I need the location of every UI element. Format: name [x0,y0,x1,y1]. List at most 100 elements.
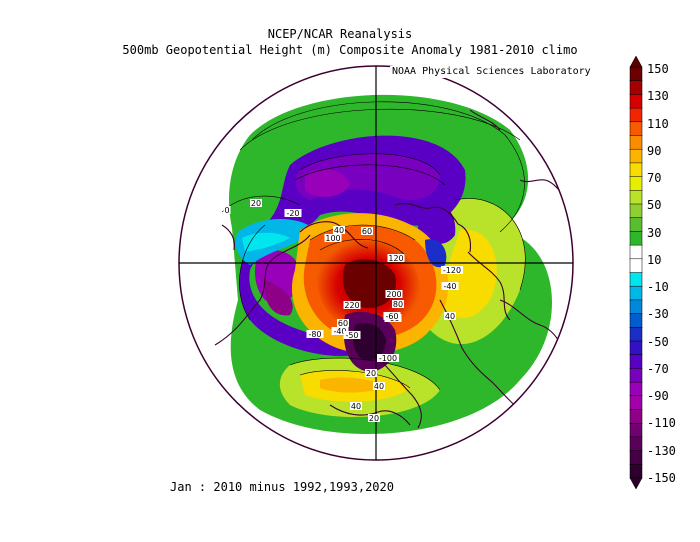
contour-value-label: -120 [443,266,461,275]
contour-value-label: -20 [286,209,299,218]
colorbar-tick-label: -30 [647,307,669,322]
contour-value-label: 120 [388,254,403,263]
colorbar-tick-label: 130 [647,89,669,104]
colorbar-swatch [629,162,643,178]
contour-value-label: 40 [374,382,384,391]
colorbar-tick-label: -10 [647,280,669,295]
colorbar-swatch [629,217,643,233]
colorbar-swatch [629,464,643,479]
contour-label-bg [361,227,373,235]
colorbar-swatch [629,450,643,466]
contour-label-bg [331,327,349,335]
contour-label-bg [365,369,377,377]
contour-label-bg [444,312,456,320]
colorbar-swatch [629,368,643,383]
colorbar-swatch [629,66,643,82]
colorbar-swatch [629,354,643,370]
contour-value-label: 220 [344,301,359,310]
contour-value-label: -80 [308,330,321,339]
colorbar-swatch [629,231,643,246]
contour-label-bg [343,301,361,309]
contour-value-label: 100 [325,234,340,243]
colorbar-tick-label: -50 [647,334,669,349]
contour-label-bg [284,209,302,217]
colorbar-swatch [629,436,643,452]
colorbar-max-arrow [629,55,643,68]
contour-label-bg [441,282,459,290]
contour-label-bg [337,319,349,327]
colorbar-swatch [629,313,643,329]
contour-value-label: 60 [338,319,348,328]
contour-label-bg [392,300,404,308]
colorbar-swatch [629,395,643,411]
contour-value-label: 40 [351,402,361,411]
contour-label-bg [377,354,399,362]
colorbar-swatch [629,272,643,287]
colorbar [629,55,643,490]
contour-value-label: 60 [362,227,372,236]
contour-label-bg [373,382,385,390]
colorbar-swatch [629,94,643,109]
contour-label-bg [223,206,231,214]
colorbar-tick-label: 30 [647,225,662,240]
shaded-anomaly-field [179,66,573,460]
colorbar-tick-label: 90 [647,143,662,158]
colorbar-tick-label: -110 [647,416,676,431]
contour-value-label: 20 [366,369,376,378]
credit-label: NOAA Physical Sciences Laboratory [390,66,593,78]
contour-labels: 200-204010060120-120-404020080220-60-806… [223,199,463,423]
colorbar-swatch [629,121,643,137]
colorbar-swatch [629,176,643,192]
colorbar-tick-label: 70 [647,171,662,186]
colorbar-tick-label: -130 [647,443,676,458]
colorbar-swatch [629,340,643,356]
colorbar-swatch [629,285,643,301]
contour-label-bg [385,290,403,298]
colorbar-min-arrow [629,477,643,490]
contour-value-label: 0 [224,206,229,215]
contour-label-bg [441,266,463,274]
chart-title: NCEP/NCAR Reanalysis [267,27,413,41]
colorbar-swatch [629,203,643,219]
contour-label-bg [368,414,380,422]
contour-label-bg [350,402,362,410]
colorbar-swatch [629,422,643,438]
colorbar-swatch [629,258,643,274]
contour-label-bg [343,331,361,339]
period-caption: Jan : 2010 minus 1992,1993,2020 [170,480,394,494]
contour-value-label: 20 [369,414,379,423]
contour-value-label: 80 [393,300,403,309]
contour-value-label: -50 [345,331,358,340]
colorbar-tick-label: -150 [647,471,676,485]
colorbar-tick-label: -70 [647,361,669,376]
contour-value-label: -40 [333,327,346,336]
colorbar-swatch [629,107,643,123]
contour-label-bg [250,199,262,207]
colorbar-tick-label: 150 [647,62,669,76]
contour-value-label: 40 [334,226,344,235]
contour-value-label: -100 [379,354,397,363]
colorbar-swatch [629,409,643,424]
contour-value-label: -60 [385,312,398,321]
colorbar-tick-label: 50 [647,198,662,213]
colorbar-swatch [629,135,643,150]
colorbar-swatch [629,244,643,260]
contour-label-bg [306,330,324,338]
colorbar-swatch [629,327,643,342]
colorbar-swatch [629,381,643,397]
colorbar-swatch [629,148,643,164]
colorbar-tick-label: 110 [647,116,669,131]
contour-label-bg [387,254,405,262]
colorbar-tick-label: -90 [647,389,669,404]
contour-label-bg [324,234,342,242]
contour-label-bg [333,226,345,234]
contour-value-label: -40 [443,282,456,291]
colorbar-swatch [629,299,643,315]
contour-value-label: 40 [445,312,455,321]
colorbar-tick-label: 10 [647,252,662,267]
contour-label-bg [383,312,401,320]
colorbar-swatch [629,190,643,205]
contour-value-label: 200 [386,290,401,299]
contour-value-label: 20 [251,199,261,208]
